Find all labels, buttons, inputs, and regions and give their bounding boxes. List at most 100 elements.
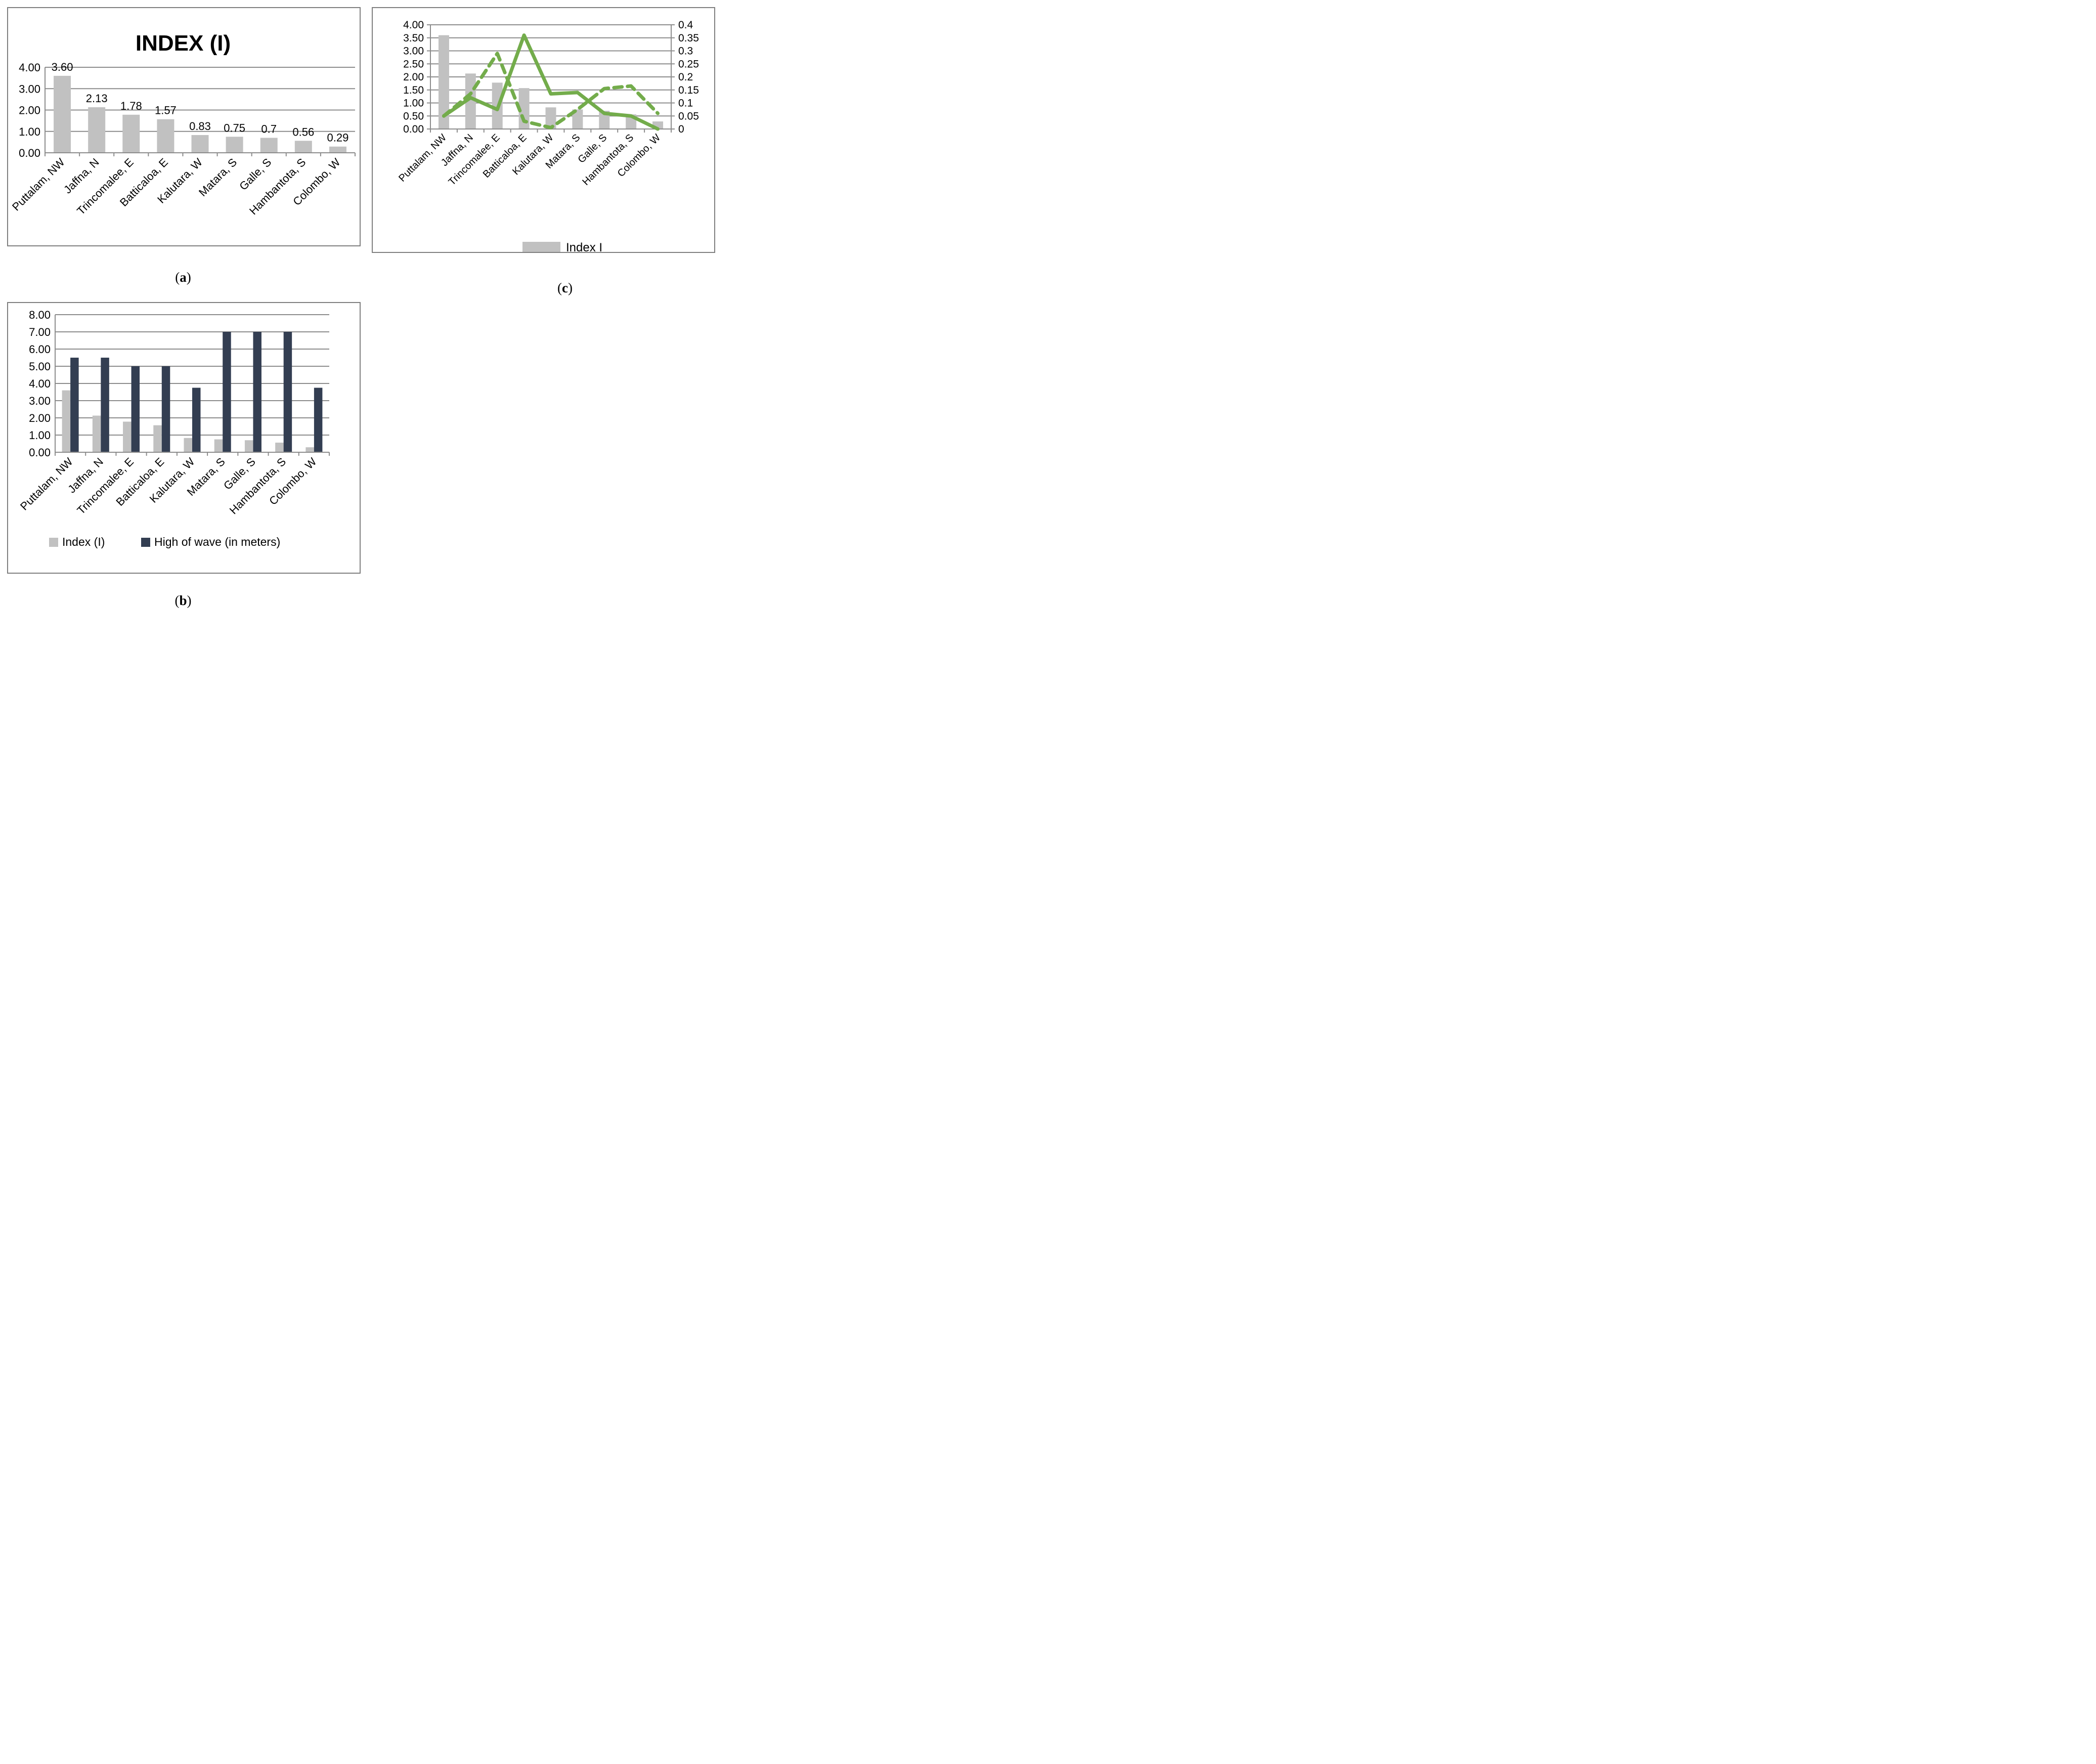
- data-label: 1.57: [155, 104, 177, 117]
- left-tick-label: 0.00: [403, 123, 424, 135]
- data-label: 1.78: [120, 100, 142, 112]
- bar-index-i: [123, 421, 132, 452]
- y-tick-label: 1.00: [29, 429, 51, 442]
- bar-index-i: [214, 439, 223, 452]
- y-tick-label: 2.00: [29, 412, 51, 424]
- chart-title: INDEX (I): [136, 31, 231, 56]
- chart-a-canvas: 0.00 1.00 2.00 3.00 4.00 3.60 2.13 1.78 1.57 0.83…: [10, 31, 356, 218]
- left-tick-label: 0.50: [403, 110, 424, 122]
- caption-c-close: ): [567, 280, 573, 295]
- left-tick-label: 3.00: [403, 46, 424, 57]
- y-tick-label: 0.00: [19, 147, 40, 159]
- left-tick-label: 2.00: [403, 71, 424, 83]
- caption-b-open: (: [174, 593, 180, 608]
- right-tick-label: 0.35: [678, 32, 699, 44]
- y-tick-label: 3.00: [29, 395, 51, 407]
- caption-c: (c): [557, 280, 573, 296]
- dashed-line-series: [442, 52, 660, 130]
- right-tick-label: 0.1: [678, 98, 693, 109]
- bar: [122, 114, 140, 153]
- bar-index-i: [305, 447, 314, 452]
- y-tick-label: 7.00: [29, 326, 51, 338]
- bar-wave-height: [253, 332, 261, 452]
- right-tick-label: 0.25: [678, 58, 699, 70]
- right-tick-label: 0: [678, 123, 684, 135]
- y-tick-label: 1.00: [19, 125, 40, 138]
- bar-wave-height: [161, 366, 170, 452]
- chart-b-grouped-bar: 0.00 1.00 2.00 3.00 4.00 5.00 6.00 7.00 8.00 Putt…: [7, 302, 361, 574]
- bar-index-i: [184, 438, 192, 452]
- bar-index-i: [545, 107, 556, 129]
- data-label: 0.7: [261, 122, 277, 135]
- bar-index-i: [153, 425, 162, 452]
- data-label: 0.75: [224, 121, 245, 134]
- bar-index-i: [572, 109, 583, 129]
- caption-a-close: ): [186, 270, 191, 285]
- bar: [157, 119, 174, 153]
- bar-wave-height: [223, 332, 231, 452]
- left-tick-label: 1.00: [403, 98, 424, 109]
- right-tick-label: 0.3: [678, 46, 693, 57]
- bar: [294, 141, 312, 153]
- y-tick-label: 2.00: [19, 104, 40, 117]
- data-label: 0.83: [189, 120, 211, 133]
- bar-wave-height: [314, 388, 323, 452]
- legend-label-index-i: Index (I): [62, 535, 105, 548]
- caption-c-letter: c: [562, 280, 568, 295]
- bar-wave-height: [192, 388, 201, 452]
- bar: [260, 138, 278, 153]
- caption-b-letter: b: [179, 593, 187, 608]
- solid-line-series: [442, 33, 660, 131]
- y-tick-label: 8.00: [29, 309, 51, 321]
- data-label: 0.29: [327, 132, 349, 144]
- caption-a-letter: a: [180, 270, 187, 285]
- right-tick-label: 0.05: [678, 110, 699, 122]
- bar-index-i: [275, 442, 284, 452]
- bar-wave-height: [283, 332, 292, 452]
- y-tick-label: 6.00: [29, 343, 51, 356]
- right-tick-label: 0.2: [678, 71, 693, 83]
- bar-wave-height: [101, 358, 109, 452]
- category-label: Puttalam, NW: [10, 156, 67, 213]
- bar-wave-height: [131, 366, 140, 452]
- bar: [226, 137, 243, 153]
- bar-index-i: [244, 440, 253, 452]
- left-tick-label: 2.50: [403, 58, 424, 70]
- left-tick-label: 3.50: [403, 32, 424, 44]
- left-tick-label: 4.00: [403, 19, 424, 31]
- bar: [54, 75, 71, 153]
- chart-c-combo: 4.00 3.50 3.00 2.50 2.00 1.50 1.00 0.50 0.00 0.4 0…: [372, 7, 715, 253]
- y-tick-label: 4.00: [19, 61, 40, 74]
- bar: [191, 135, 209, 153]
- bar-wave-height: [70, 358, 79, 452]
- caption-c-open: (: [557, 280, 562, 295]
- left-tick-label: 1.50: [403, 84, 424, 96]
- data-label: 3.60: [52, 61, 73, 73]
- caption-a-open: (: [175, 270, 180, 285]
- legend-swatch-index-i: [49, 538, 58, 547]
- y-tick-label: 5.00: [29, 360, 51, 373]
- chart-b-canvas: 0.00 1.00 2.00 3.00 4.00 5.00 6.00 7.00 8.00 Putt…: [18, 309, 330, 548]
- legend-label-index-i: Index I: [566, 241, 602, 252]
- y-tick-label: 4.00: [29, 377, 51, 390]
- category-label: Matara, S: [196, 156, 239, 199]
- chart-a-index-bar: 0.00 1.00 2.00 3.00 4.00 3.60 2.13 1.78 1.57 0.83…: [7, 7, 361, 246]
- legend-swatch-wave: [141, 538, 150, 547]
- bar-index-i: [92, 415, 101, 452]
- bar: [88, 107, 106, 153]
- category-label: Puttalam, NW: [18, 455, 75, 513]
- data-label: 0.56: [292, 125, 314, 138]
- y-tick-label: 3.00: [19, 82, 40, 95]
- data-label: 2.13: [86, 92, 108, 105]
- right-tick-label: 0.4: [678, 19, 693, 31]
- legend-swatch-index-i: [522, 242, 560, 252]
- bar: [329, 146, 346, 153]
- legend-label-wave: High of wave (in meters): [154, 535, 280, 548]
- bar-index-i: [62, 390, 71, 452]
- chart-c-canvas: 4.003.503.002.502.001.501.000.500.000.40…: [397, 19, 699, 252]
- right-tick-label: 0.15: [678, 84, 699, 96]
- caption-b: (b): [174, 593, 191, 609]
- figure-panel: 0.00 1.00 2.00 3.00 4.00 3.60 2.13 1.78 1.57 0.83…: [0, 0, 728, 613]
- y-tick-label: 0.00: [29, 446, 51, 459]
- caption-a: (a): [175, 270, 191, 285]
